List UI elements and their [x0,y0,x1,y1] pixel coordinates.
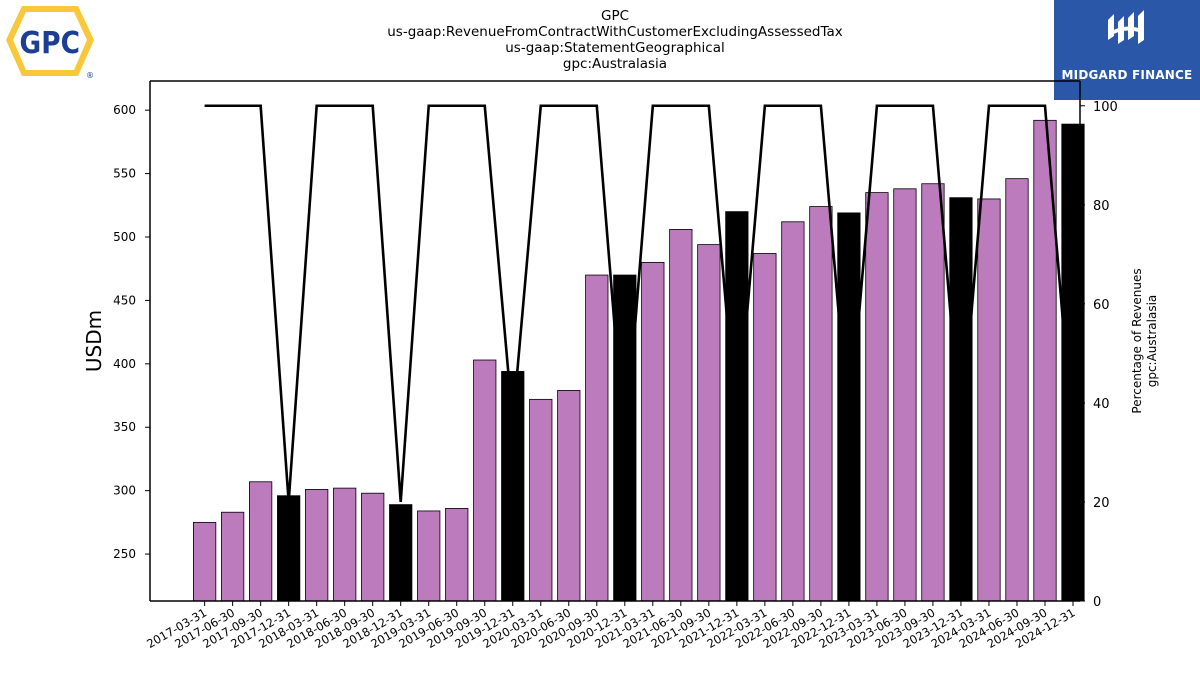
bar-2021-06-30 [669,228,693,602]
bar-2021-09-30 [697,244,721,602]
bar-2017-03-31 [193,521,217,602]
bar-2022-12-31 [837,212,861,602]
bar-2018-06-30 [333,487,357,602]
chart-title-axis: us-gaap:StatementGeographical [505,40,725,56]
percentage-line [204,104,1075,503]
y-tick-label: 450 [113,293,136,307]
bar-2021-12-31 [725,211,749,602]
bar-2024-06-30 [1005,178,1029,602]
y2-tick-label: 80 [1093,199,1110,214]
bar-2023-09-30 [921,183,945,602]
percentage-line-series [204,104,1075,503]
bar-2018-03-31 [305,488,329,602]
bar-2019-03-31 [417,510,441,602]
gpc-registered-mark: ® [86,71,94,80]
y2-axis-label-line: Percentage of Revenues [1130,268,1144,413]
y-tick-label: 300 [113,484,136,498]
bar-2022-03-31 [753,253,777,602]
bar-2023-03-31 [865,192,889,602]
y-tick-label: 500 [113,230,136,244]
bar-2020-06-30 [557,390,581,602]
y2-tick-label: 60 [1093,298,1110,313]
y2-axis-label: Percentage of Revenues gpc:Australasia [1130,268,1159,413]
bar-2024-03-31 [977,198,1001,602]
bar-2019-09-30 [473,359,497,602]
bar-2022-09-30 [809,206,833,602]
y-axis-label: USDm [82,310,106,372]
bar-2023-06-30 [893,188,917,602]
bar-2019-12-31 [501,371,525,602]
bar-2017-09-30 [249,481,273,602]
bar-series [193,119,1085,602]
bar-2018-12-31 [389,504,413,602]
y2-tick-label: 0 [1093,595,1101,610]
bar-2017-12-31 [277,495,301,602]
bar-2020-03-31 [529,398,553,602]
y2-axis-label-line: gpc:Australasia [1145,295,1159,388]
bar-2023-12-31 [949,197,973,602]
gpc-logo: GPC ® [6,6,94,80]
y-axis-ticks: 250 300 350 400 450 500 550 600 [113,103,150,561]
midgard-finance-logo: MIDGARD FINANCE [1054,0,1200,100]
y-tick-label: 600 [113,103,136,117]
y-tick-label: 350 [113,420,136,434]
bar-2018-09-30 [361,492,385,602]
chart-title-concept: us-gaap:RevenueFromContractWithCustomerE… [387,24,843,40]
y-tick-label: 250 [113,547,136,561]
y2-axis-ticks: 0 20 40 60 80 100 [1080,100,1118,610]
y2-tick-label: 20 [1093,496,1110,511]
bar-2019-06-30 [445,508,469,602]
midgard-emblem-icon [1108,10,1144,44]
bar-2017-06-30 [221,511,245,602]
chart-title-ticker: GPC [600,8,630,24]
bar-2020-09-30 [585,274,609,602]
y2-tick-label: 100 [1093,100,1118,115]
midgard-finance-label: MIDGARD FINANCE [1061,68,1193,82]
bar-2021-03-31 [641,261,665,602]
y-tick-label: 550 [113,167,136,181]
chart-title-member: gpc:Australasia [562,56,668,72]
chart-axes [149,80,1081,602]
bar-2022-06-30 [781,221,805,602]
y2-tick-label: 40 [1093,397,1110,412]
y-tick-label: 400 [113,357,136,371]
gpc-logo-text: GPC [20,25,80,60]
x-axis-ticks: 2017-03-312017-06-302017-09-302017-12-31… [144,601,1077,651]
